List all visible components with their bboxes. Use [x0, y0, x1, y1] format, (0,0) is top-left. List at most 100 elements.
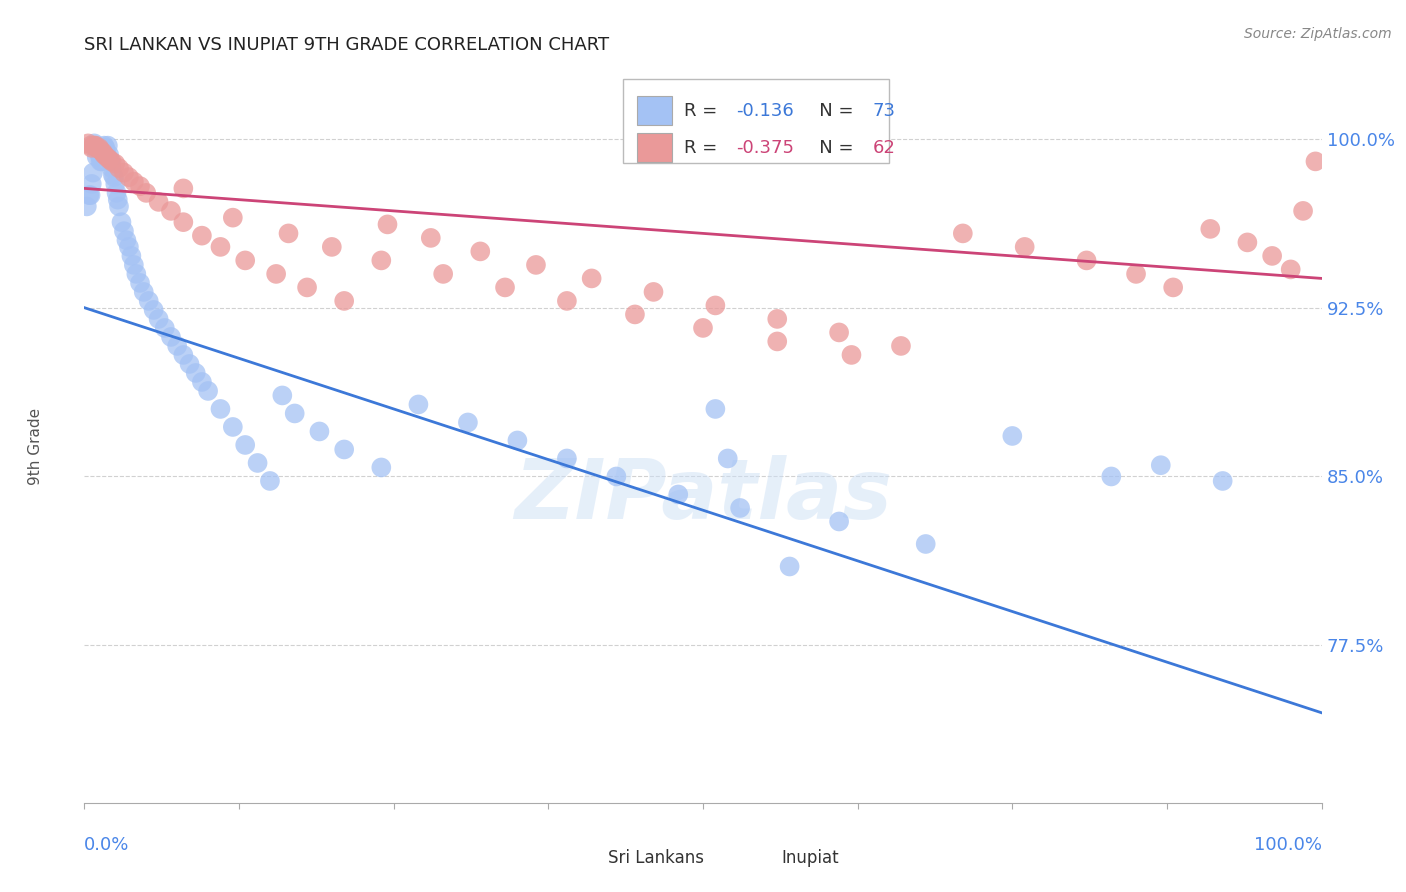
- Point: [766, 312, 789, 326]
- Point: [692, 321, 714, 335]
- Text: SRI LANKAN VS INUPIAT 9TH GRADE CORRELATION CHART: SRI LANKAN VS INUPIAT 9TH GRADE CORRELAT…: [84, 36, 609, 54]
- Point: [104, 177, 127, 191]
- Point: [172, 348, 194, 362]
- Point: [82, 166, 104, 180]
- Text: Sri Lankans: Sri Lankans: [607, 848, 704, 867]
- Point: [160, 203, 183, 218]
- Point: [108, 199, 131, 213]
- Point: [122, 258, 145, 272]
- Point: [1199, 222, 1222, 236]
- Point: [377, 218, 399, 232]
- Bar: [637, 133, 672, 162]
- Point: [118, 240, 141, 254]
- Point: [115, 233, 138, 247]
- Point: [98, 147, 121, 161]
- Point: [129, 179, 152, 194]
- Point: [112, 166, 135, 180]
- Point: [94, 141, 117, 155]
- Point: [470, 244, 492, 259]
- Text: 0.0%: 0.0%: [84, 836, 129, 854]
- Point: [308, 425, 330, 439]
- Point: [80, 177, 103, 191]
- Point: [1099, 469, 1122, 483]
- Point: [105, 186, 128, 200]
- Point: [90, 154, 112, 169]
- Point: [1305, 154, 1327, 169]
- Point: [1279, 262, 1302, 277]
- Text: R =: R =: [685, 102, 724, 120]
- Point: [555, 293, 578, 308]
- Point: [160, 330, 183, 344]
- Point: [172, 215, 194, 229]
- Point: [179, 357, 201, 371]
- Point: [96, 147, 118, 161]
- Point: [120, 249, 142, 263]
- Point: [766, 334, 789, 349]
- Point: [271, 388, 294, 402]
- Point: [1001, 429, 1024, 443]
- Point: [79, 138, 101, 153]
- Point: [914, 537, 936, 551]
- Point: [233, 438, 256, 452]
- Point: [555, 451, 578, 466]
- Point: [84, 138, 107, 153]
- Point: [184, 366, 207, 380]
- Text: 73: 73: [873, 102, 896, 120]
- Point: [432, 267, 454, 281]
- Point: [828, 515, 851, 529]
- Point: [370, 460, 392, 475]
- Point: [107, 193, 129, 207]
- Text: 9th Grade: 9th Grade: [28, 408, 42, 484]
- Point: [333, 442, 356, 457]
- Point: [506, 434, 529, 448]
- Text: -0.375: -0.375: [737, 138, 794, 157]
- Point: [93, 138, 115, 153]
- Point: [108, 161, 131, 175]
- Point: [83, 136, 105, 151]
- Point: [86, 150, 108, 164]
- Text: Source: ZipAtlas.com: Source: ZipAtlas.com: [1244, 27, 1392, 41]
- Point: [952, 227, 974, 241]
- Point: [284, 407, 307, 421]
- Point: [100, 154, 122, 169]
- Text: 100.0%: 100.0%: [1254, 836, 1322, 854]
- Point: [704, 298, 727, 312]
- Point: [191, 228, 214, 243]
- Bar: [574, 847, 600, 869]
- Point: [135, 186, 157, 200]
- Point: [87, 141, 110, 155]
- Point: [717, 451, 740, 466]
- Point: [233, 253, 256, 268]
- Point: [129, 276, 152, 290]
- Point: [370, 253, 392, 268]
- Bar: [623, 78, 889, 162]
- Point: [142, 302, 165, 317]
- Text: 62: 62: [873, 138, 896, 157]
- Point: [828, 326, 851, 340]
- Point: [1150, 458, 1173, 473]
- Text: N =: N =: [801, 102, 859, 120]
- Point: [666, 487, 689, 501]
- Point: [93, 147, 115, 161]
- Point: [91, 141, 114, 155]
- Point: [295, 280, 318, 294]
- Point: [132, 285, 155, 299]
- Point: [321, 240, 343, 254]
- Point: [209, 401, 232, 416]
- Point: [419, 231, 441, 245]
- Point: [83, 138, 105, 153]
- Text: Inupiat: Inupiat: [780, 848, 838, 867]
- Point: [524, 258, 547, 272]
- Text: N =: N =: [801, 138, 859, 157]
- Text: -0.136: -0.136: [737, 102, 794, 120]
- Point: [1076, 253, 1098, 268]
- Bar: [747, 847, 773, 869]
- Point: [80, 141, 103, 155]
- Point: [457, 416, 479, 430]
- Text: ZIPatlas: ZIPatlas: [515, 455, 891, 536]
- Point: [98, 154, 121, 169]
- Point: [1236, 235, 1258, 250]
- Point: [1261, 249, 1284, 263]
- Point: [890, 339, 912, 353]
- Bar: [637, 96, 672, 125]
